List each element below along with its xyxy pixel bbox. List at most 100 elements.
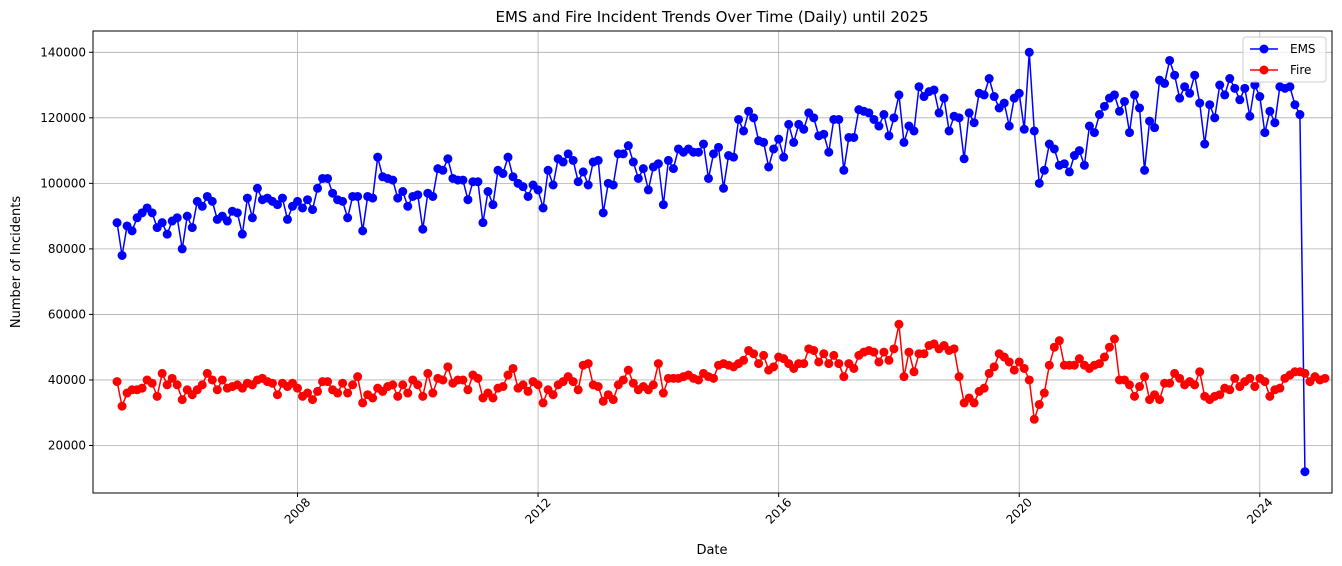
- legend-label-ems: EMS: [1290, 42, 1316, 56]
- data-point-ems: [313, 183, 323, 193]
- data-point-ems: [884, 131, 894, 141]
- data-point-fire: [212, 385, 222, 395]
- data-point-ems: [774, 134, 784, 144]
- data-point-fire: [1069, 360, 1079, 370]
- data-point-fire: [1245, 373, 1255, 383]
- data-point-ems: [693, 147, 703, 157]
- data-point-ems: [959, 154, 969, 164]
- data-point-fire: [458, 375, 468, 385]
- data-point-fire: [473, 373, 483, 383]
- data-point-fire: [498, 382, 508, 392]
- data-point-fire: [333, 388, 343, 398]
- data-point-fire: [413, 380, 423, 390]
- data-point-ems: [1220, 90, 1230, 100]
- data-point-fire: [1165, 378, 1175, 388]
- data-point-fire: [1094, 359, 1104, 369]
- data-point-ems: [1150, 123, 1160, 133]
- data-point-fire: [202, 368, 212, 378]
- data-point-ems: [338, 196, 348, 206]
- data-point-ems: [308, 205, 318, 215]
- data-point-ems: [899, 137, 909, 147]
- data-point-ems: [478, 218, 488, 228]
- data-point-fire: [1009, 365, 1019, 375]
- data-point-ems: [1285, 82, 1295, 92]
- data-point-ems: [1205, 100, 1215, 110]
- legend-label-fire: Fire: [1290, 63, 1311, 77]
- data-point-ems: [538, 203, 548, 213]
- data-point-ems: [1094, 110, 1104, 120]
- data-point-fire: [583, 359, 593, 369]
- data-point-fire: [739, 355, 749, 365]
- x-tick-label: 2024: [1244, 495, 1275, 526]
- data-point-ems: [498, 169, 508, 179]
- data-point-fire: [1019, 363, 1029, 373]
- data-point-fire: [824, 359, 834, 369]
- data-point-fire: [754, 359, 764, 369]
- data-point-ems: [1250, 80, 1260, 90]
- y-tick-label: 40000: [48, 373, 86, 387]
- data-point-ems: [1049, 144, 1059, 154]
- data-point-ems: [543, 165, 553, 175]
- data-point-ems: [1240, 83, 1250, 93]
- data-point-ems: [1260, 128, 1270, 138]
- data-point-ems: [593, 155, 603, 165]
- data-point-ems: [709, 149, 718, 159]
- data-point-ems: [343, 213, 353, 223]
- data-point-fire: [1155, 395, 1165, 405]
- data-point-ems: [849, 132, 859, 142]
- data-point-fire: [769, 362, 779, 372]
- data-point-ems: [1039, 165, 1049, 175]
- data-point-ems: [658, 200, 668, 210]
- data-point-ems: [1175, 93, 1185, 103]
- data-point-ems: [759, 137, 769, 147]
- data-point-ems: [358, 226, 368, 236]
- data-point-fire: [323, 377, 333, 387]
- data-point-ems: [393, 193, 403, 203]
- data-point-fire: [909, 367, 919, 377]
- data-point-ems: [809, 113, 819, 123]
- data-point-fire: [393, 391, 403, 401]
- data-point-fire: [879, 347, 889, 357]
- data-point-ems: [769, 144, 779, 154]
- data-point-ems: [578, 167, 588, 177]
- data-point-fire: [598, 396, 608, 406]
- x-tick-label: 2012: [522, 495, 553, 526]
- data-point-fire: [1300, 368, 1310, 378]
- data-point-ems: [1160, 78, 1170, 88]
- data-point-fire: [343, 388, 353, 398]
- data-point-fire: [949, 344, 959, 354]
- data-point-fire: [593, 382, 603, 392]
- data-point-ems: [1265, 106, 1275, 116]
- data-point-fire: [197, 380, 207, 390]
- data-point-ems: [618, 149, 628, 159]
- data-point-fire: [1260, 377, 1270, 387]
- data-point-ems: [548, 180, 558, 190]
- data-point-fire: [648, 380, 658, 390]
- data-point-ems: [1170, 70, 1180, 80]
- data-point-ems: [388, 175, 398, 185]
- y-tick-label: 100000: [40, 176, 86, 190]
- series-layer: [112, 47, 1330, 477]
- data-point-ems: [523, 191, 533, 201]
- data-point-ems: [643, 185, 653, 195]
- data-point-ems: [438, 165, 448, 175]
- data-point-fire: [358, 398, 368, 408]
- data-point-ems: [1125, 128, 1135, 138]
- data-point-fire: [899, 372, 909, 382]
- grid: [93, 31, 1332, 493]
- data-point-ems: [503, 152, 513, 162]
- data-point-ems: [869, 114, 879, 124]
- data-point-fire: [1140, 372, 1150, 382]
- data-point-ems: [1114, 106, 1124, 116]
- data-point-ems: [703, 173, 713, 183]
- data-point-fire: [207, 375, 217, 385]
- data-point-fire: [293, 383, 302, 393]
- data-point-ems: [779, 152, 789, 162]
- data-point-ems: [282, 214, 292, 224]
- data-point-ems: [764, 162, 774, 172]
- data-point-ems: [488, 200, 498, 210]
- data-point-fire: [829, 350, 839, 360]
- data-point-ems: [874, 121, 884, 131]
- data-point-ems: [583, 180, 593, 190]
- plot-frame: [92, 30, 1333, 494]
